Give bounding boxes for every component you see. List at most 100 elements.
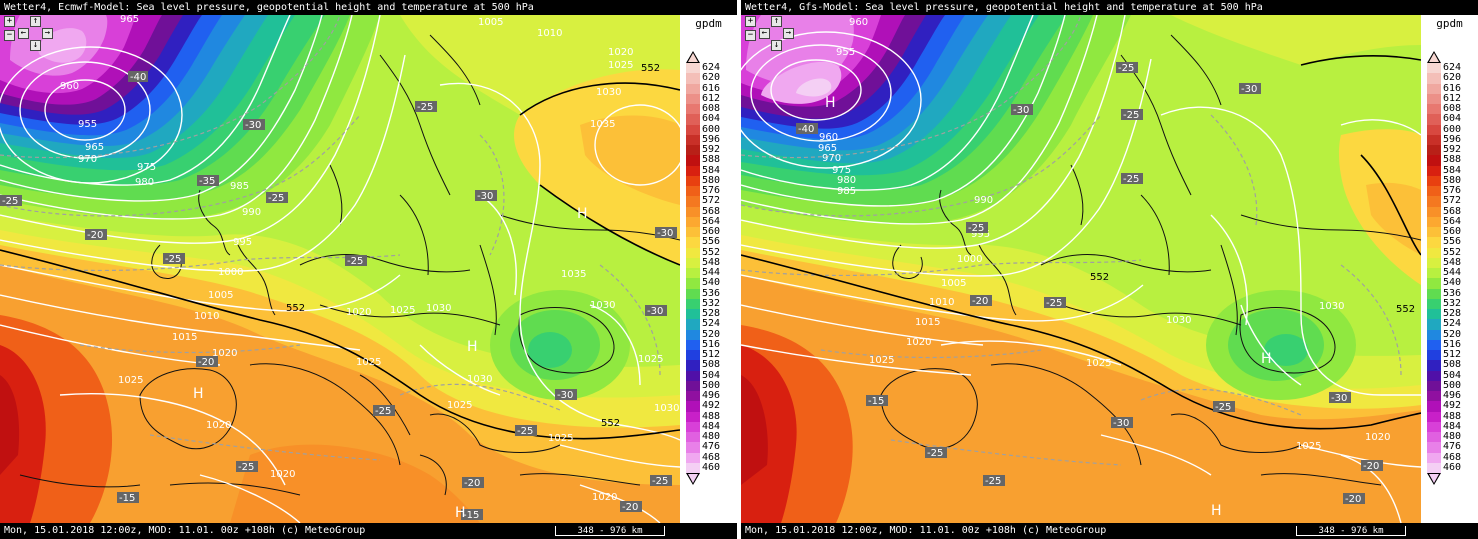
legend-tick-label: 600 (1443, 123, 1462, 135)
legend-swatch (686, 309, 700, 320)
legend-tick-label: 588 (702, 154, 721, 166)
legend-tick-label: 524 (1443, 318, 1462, 330)
temp-label: -25 (1215, 402, 1231, 413)
gfs-map[interactable]: 960 955 960 965 970 975 980 985 990 995 … (741, 15, 1421, 523)
legend-swatch (1427, 227, 1441, 238)
isobar-label: 1030 (1166, 315, 1191, 326)
isobar-label: 1020 (906, 337, 931, 348)
legend-tick-label: 484 (1443, 420, 1462, 432)
legend-tick-label: 504 (702, 369, 721, 381)
isobar-label: 965 (120, 15, 139, 25)
legend-tick-label: 604 (702, 113, 721, 125)
isobar-label: 1000 (218, 267, 243, 278)
legend-swatch (686, 380, 700, 392)
temp-label: -30 (557, 390, 573, 401)
isobar-label: 1025 (548, 433, 573, 444)
legend-unit: gpdm (1436, 17, 1463, 30)
legend-tick-label: 584 (702, 164, 721, 176)
legend-tick-label: 568 (702, 205, 721, 217)
isobar-label: 1010 (194, 311, 219, 322)
legend-tick-label: 512 (702, 349, 721, 361)
isobar-label: 1010 (537, 28, 562, 39)
legend-tick-label: 548 (702, 256, 721, 268)
temp-label: -40 (798, 124, 814, 135)
legend-swatch (1427, 268, 1441, 279)
legend-tick-label: 580 (1443, 174, 1462, 186)
gfs-title: Wetter4, Gfs-Model: Sea level pressure, … (741, 0, 1421, 15)
legend-unit: gpdm (695, 17, 722, 30)
isobar-label: 1015 (172, 332, 197, 343)
isobar-label: 1025 (1086, 358, 1111, 369)
geopot-label: 552 (601, 418, 620, 429)
legend-tick-label: 564 (1443, 215, 1462, 227)
legend-tick-label: 548 (1443, 256, 1462, 268)
legend-tick-label: 512 (1443, 349, 1462, 361)
pan-down-icon[interactable]: ↓ (30, 40, 41, 51)
legend-tick-label: 492 (702, 400, 721, 412)
legend-down-arrow-icon (686, 473, 700, 485)
temp-label: -20 (972, 296, 988, 307)
legend-up-arrow-icon (1427, 51, 1441, 63)
legend-swatch (1427, 319, 1441, 330)
legend-swatch (686, 83, 700, 95)
pan-up-icon[interactable]: ↑ (771, 16, 782, 27)
legend-swatch (686, 175, 700, 187)
pan-up-icon[interactable]: ↑ (30, 16, 41, 27)
legend-tick-label: 488 (1443, 410, 1462, 422)
legend-tick-label: 476 (1443, 441, 1462, 453)
isobar-label: 1020 (608, 47, 633, 58)
legend-tick-label: 540 (702, 277, 721, 289)
legend-ticks: 624 620 616 612 608 604 600 596 592 588 584 580 576 5… (702, 63, 737, 473)
legend-swatch (686, 165, 700, 177)
legend-tick-label: 608 (702, 103, 721, 115)
legend-tick-label: 544 (702, 267, 721, 279)
legend-swatch (1427, 432, 1441, 443)
pan-right-icon[interactable]: → (783, 28, 794, 39)
isobar-label: 960 (849, 17, 868, 28)
isobar-label: 1030 (426, 303, 451, 314)
zoom-in-icon[interactable]: + (4, 16, 15, 27)
isobar-label: 995 (233, 237, 252, 248)
high-pressure-marker: H (193, 386, 204, 402)
legend-tick-label: 460 (1443, 461, 1462, 473)
gfs-panel: Wetter4, Gfs-Model: Sea level pressure, … (741, 0, 1478, 539)
legend-tick-label: 592 (1443, 144, 1462, 156)
pan-left-icon[interactable]: ← (18, 28, 29, 39)
legend-swatch (686, 247, 700, 259)
legend-tick-label: 616 (702, 82, 721, 94)
legend-tick-label: 488 (702, 410, 721, 422)
pan-down-icon[interactable]: ↓ (771, 40, 782, 51)
temp-label: -15 (868, 396, 884, 407)
legend-swatch (1427, 462, 1441, 474)
zoom-out-icon[interactable]: − (4, 30, 15, 41)
isobar-label: 1020 (592, 492, 617, 503)
legend-swatch (1427, 165, 1441, 177)
legend-tick-label: 540 (1443, 277, 1462, 289)
legend-tick-label: 484 (702, 420, 721, 432)
temp-label: -25 (1118, 63, 1134, 74)
map-navigation: + − ↑ ← → ↓ (4, 16, 53, 52)
legend-tick-label: 572 (702, 195, 721, 207)
temp-label: -30 (1241, 84, 1257, 95)
pan-right-icon[interactable]: → (42, 28, 53, 39)
isobar-label: 975 (832, 165, 851, 176)
temp-label: -20 (87, 230, 103, 241)
legend-swatch (1427, 360, 1441, 371)
temp-label: -25 (165, 254, 181, 265)
legend-swatch (1427, 196, 1441, 207)
legend-tick-label: 556 (1443, 236, 1462, 248)
isobar-label: 975 (137, 162, 156, 173)
legend-tick-label: 624 (702, 62, 721, 74)
legend-tick-label: 576 (702, 185, 721, 197)
legend-swatch (1427, 391, 1441, 402)
legend-swatch (686, 73, 700, 84)
temp-label: -25 (375, 406, 391, 417)
ecmwf-map[interactable]: 965 960 955 965 970 975 980 985 990 995 … (0, 15, 680, 523)
temp-label: -20 (1363, 461, 1379, 472)
pan-left-icon[interactable]: ← (759, 28, 770, 39)
legend-swatch (1427, 380, 1441, 392)
legend-swatch (1427, 206, 1441, 218)
zoom-out-icon[interactable]: − (745, 30, 756, 41)
legend-down-arrow-icon (1427, 473, 1441, 485)
zoom-in-icon[interactable]: + (745, 16, 756, 27)
